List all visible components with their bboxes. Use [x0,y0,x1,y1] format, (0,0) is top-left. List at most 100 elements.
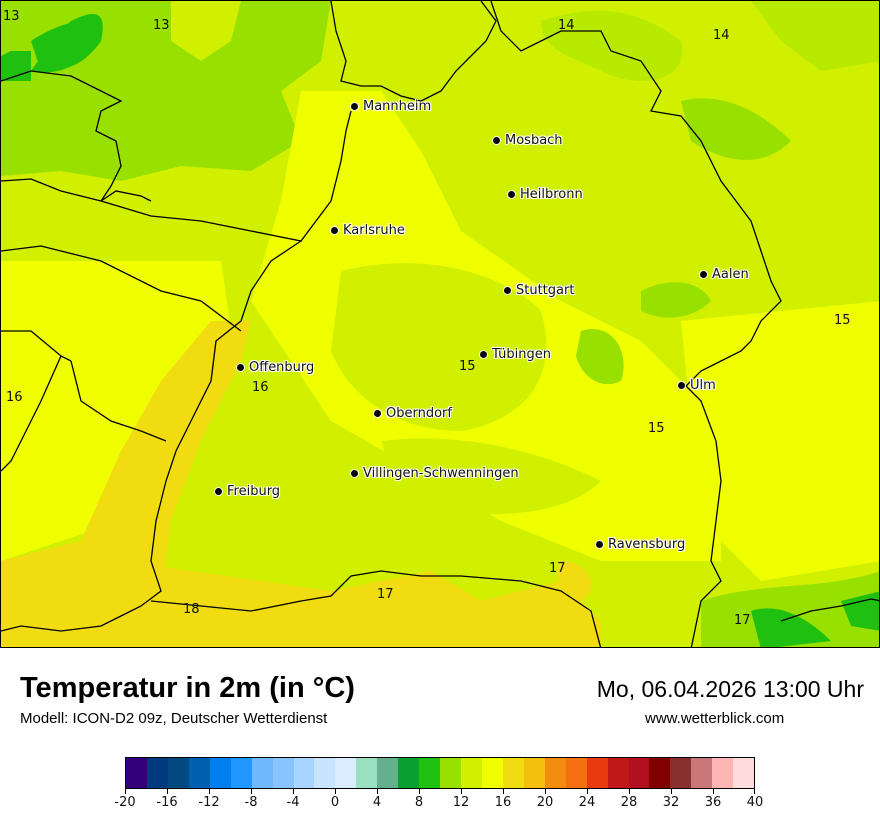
city-marker: Heilbronn [508,187,583,202]
city-marker: Freiburg [215,484,280,499]
temperature-value-label: 16 [6,390,23,405]
colorbar-segment [649,758,671,788]
colorbar-tick [461,789,462,794]
temperature-map[interactable]: Mannheim Mosbach Heilbronn Karlsruhe Aalen St… [0,0,880,648]
city-label: Villingen-Schwenningen [363,466,519,481]
colorbar-tick [377,789,378,794]
colorbar-segment [272,758,294,788]
colorbar-segment [356,758,378,788]
city-dot-icon [596,541,603,548]
colorbar-tick [629,789,630,794]
colorbar-segment [377,758,399,788]
colorbar-ticks: -20 -16 -12 -8 -4 0 4 8 12 16 20 24 28 32 36 40 [114,789,763,819]
city-marker: Tübingen [480,347,551,362]
temperature-value-label: 14 [558,18,575,33]
city-label: Heilbronn [520,187,583,202]
website-link[interactable]: www.wetterblick.com [645,710,785,727]
colorbar-tick-label: 28 [620,795,638,810]
colorbar-tick [335,789,336,794]
colorbar-segment [230,758,252,788]
map-title: Temperatur in 2m (in °C) [20,672,355,704]
city-label: Stuttgart [516,283,575,298]
colorbar-segment [398,758,420,788]
temperature-value-label: 17 [549,561,566,576]
colorbar-segment [251,758,273,788]
city-marker: Mosbach [493,133,563,148]
colorbar-tick-label: -4 [286,795,300,810]
colorbar-segment [544,758,566,788]
city-marker: Stuttgart [504,283,574,298]
colorbar-tick-label: 20 [536,795,554,810]
colorbar-tick [209,789,210,794]
temperature-value-label: 17 [734,613,751,628]
colorbar-tick [167,789,168,794]
colorbar-tick-label: 8 [414,795,424,810]
city-marker: Villingen-Schwenningen [351,466,519,481]
colorbar-segment [314,758,336,788]
colorbar-segment [146,758,168,788]
colorbar-tick-label: -12 [198,795,220,810]
colorbar-tick [293,789,294,794]
city-dot-icon [374,410,381,417]
city-dot-icon [508,191,515,198]
temperature-value-label: 13 [3,9,20,24]
colorbar-segment [565,758,587,788]
colorbar-tick [671,789,672,794]
colorbar-tick [545,789,546,794]
city-label: Mannheim [363,99,432,114]
city-label: Offenburg [249,360,315,375]
city-marker: Karlsruhe [331,223,405,238]
colorbar-segment [523,758,545,788]
city-marker: Offenburg [237,360,314,375]
forecast-datetime: Mo, 06.04.2026 13:00 Uhr [596,676,864,702]
colorbar-tick-label: -20 [114,795,136,810]
colorbar-tick-label: 36 [704,795,722,810]
colorbar-segment [607,758,629,788]
model-info: Modell: ICON-D2 09z, Deutscher Wetterdie… [20,710,328,727]
city-label: Ulm [690,378,716,393]
colorbar-segment [461,758,482,788]
colorbar-tick-label: 32 [662,795,680,810]
colorbar-tick [419,789,420,794]
colorbar-tick-label: -16 [156,795,178,810]
colorbar-tick-label: 16 [494,795,512,810]
colorbar-tick-label: 4 [372,795,382,810]
colorbar-segment [440,758,461,788]
colorbar-tick-label: -8 [244,795,258,810]
colorbar-segment [628,758,650,788]
colorbar-segment [209,758,231,788]
city-label: Karlsruhe [343,223,405,238]
colorbar-segment [481,758,503,788]
colorbar-segment [293,758,315,788]
city-marker: Mannheim [351,99,431,114]
colorbar-tick [503,789,504,794]
colorbar-segment [335,758,357,788]
city-dot-icon [493,137,500,144]
colorbar-segment [733,758,755,788]
colorbar-tick-label: 24 [578,795,596,810]
colorbar-segment [167,758,189,788]
colorbar-tick [587,789,588,794]
colorbar-segment [419,758,441,788]
temperature-value-label: 15 [459,359,476,374]
colorbar-tick [251,789,252,794]
city-label: Freiburg [227,484,281,499]
temperature-value-label: 14 [713,28,730,43]
colorbar-segment [691,758,713,788]
temperature-value-label: 15 [834,313,851,328]
colorbar-tick-label: 40 [746,795,764,810]
temperature-value-label: 15 [648,421,665,436]
colorbar-segment [126,758,147,788]
colorbar-tick [713,789,714,794]
city-marker: Ulm [678,378,716,393]
city-dot-icon [237,364,244,371]
colorbar-segment [712,758,734,788]
city-dot-icon [215,488,222,495]
city-marker: Aalen [700,267,749,282]
colorbar-tick [125,789,126,794]
city-dot-icon [504,287,511,294]
city-label: Oberndorf [386,406,452,421]
city-label: Aalen [712,267,749,282]
colorbar-tick-label: 0 [330,795,340,810]
city-dot-icon [351,470,358,477]
